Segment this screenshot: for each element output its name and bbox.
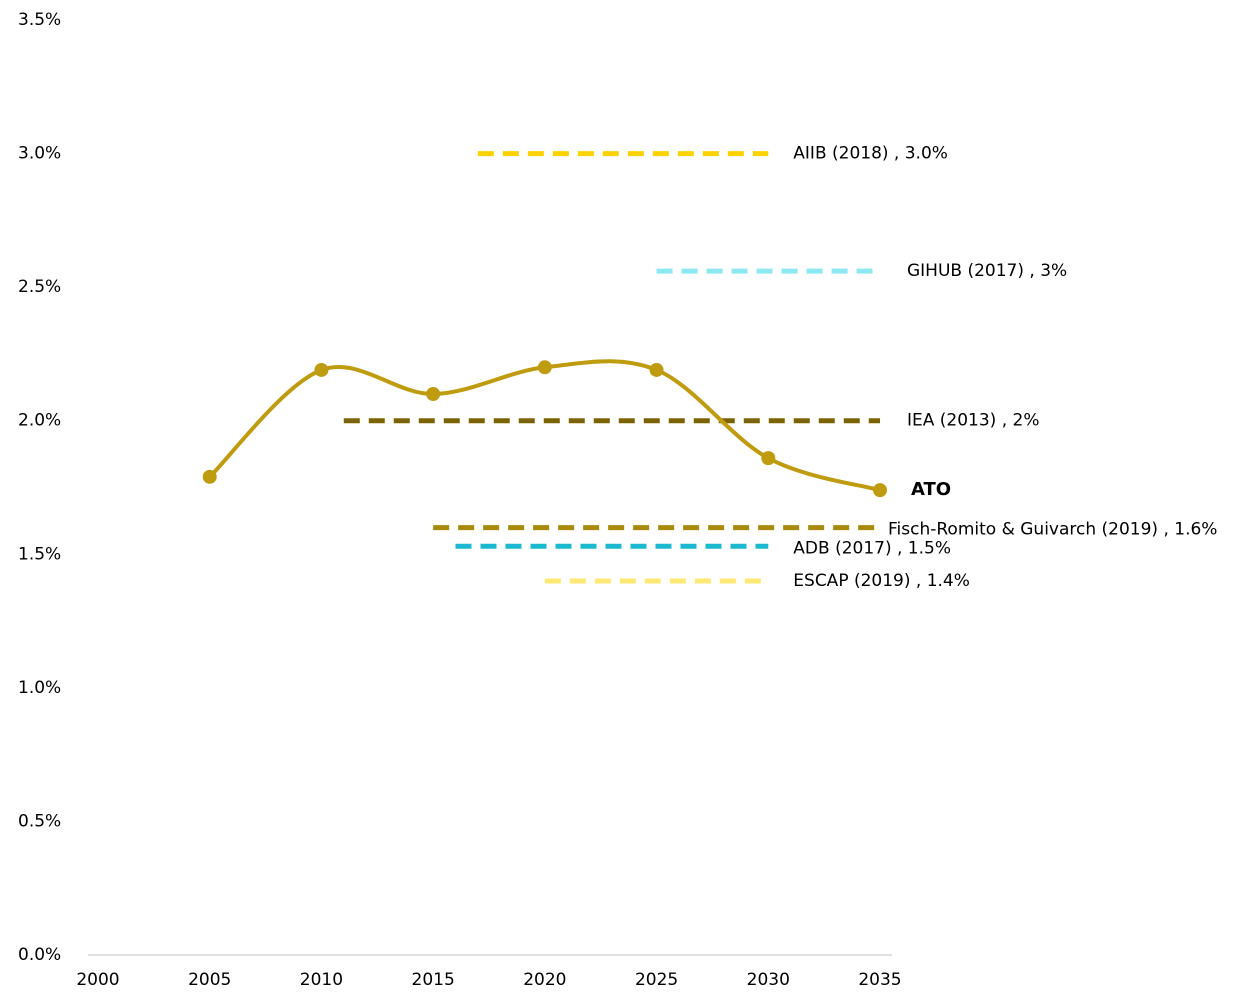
y-tick-label: 2.5%: [18, 277, 61, 297]
point: [537, 360, 552, 375]
series-label: ATO: [911, 479, 951, 500]
reference-label: ADB (2017) , 1.5%: [793, 538, 951, 558]
point: [426, 387, 441, 401]
point: [314, 362, 329, 377]
x-tick-label: 2025: [635, 970, 678, 990]
x-tick-label: 2000: [76, 970, 119, 990]
point: [202, 469, 217, 484]
point: [761, 451, 776, 466]
reference-label: GIHUB (2017) , 3%: [907, 261, 1067, 281]
x-tick-label: 2010: [300, 970, 343, 990]
x-tick-label: 2015: [412, 970, 455, 990]
y-tick-label: 0.5%: [18, 811, 61, 831]
x-tick-label: 2020: [523, 970, 566, 990]
point: [873, 483, 887, 498]
reference-label: ESCAP (2019) , 1.4%: [793, 571, 970, 591]
point: [649, 362, 664, 377]
y-tick-label: 1.5%: [18, 544, 61, 564]
reference-label: AIIB (2018) , 3.0%: [793, 144, 948, 164]
y-tick-label: 2.0%: [18, 411, 61, 431]
y-tick-label: 3.5%: [18, 10, 61, 30]
series-line: [208, 359, 881, 493]
y-tick-label: 1.0%: [18, 678, 61, 698]
x-tick-label: 2005: [188, 970, 231, 990]
reference-label: Fisch-Romito & Guivarch (2019) , 1.6%: [888, 520, 1217, 540]
x-tick-label: 2035: [858, 970, 901, 990]
x-tick-label: 2030: [747, 970, 790, 990]
reference-label: IEA (2013) , 2%: [907, 411, 1040, 431]
y-tick-label: 0.0%: [18, 945, 61, 965]
y-tick-label: 3.0%: [18, 144, 61, 164]
